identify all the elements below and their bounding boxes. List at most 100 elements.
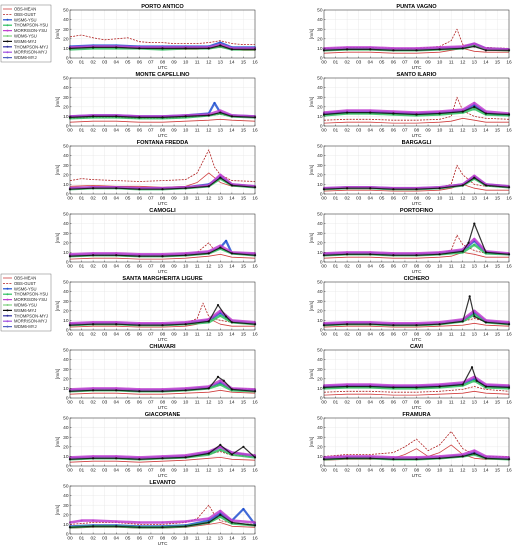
x-tick-label: 08 [160,400,166,406]
x-tick-label: 11 [449,264,454,270]
series-line-obs-gust [69,34,255,45]
data-point-wsm6-myj [115,254,118,257]
x-tick-label: 16 [252,468,258,474]
x-tick-label: 01 [333,332,339,338]
data-point-thompson-ysu [219,515,222,518]
x-tick-label: 13 [472,400,478,406]
data-point-thompson-ysu [219,383,222,386]
data-point-wsm6-myj [473,315,476,318]
x-tick-label: 09 [171,332,177,338]
x-tick-label: 04 [368,468,374,474]
y-tick-label: 20 [63,512,69,518]
x-tick-label: 05 [379,468,385,474]
data-point-wsm6-myj [415,386,418,389]
x-tick-label: 01 [79,536,85,542]
x-axis-label: UTC [412,405,422,411]
y-tick-label: 20 [317,240,323,246]
x-tick-label: 15 [241,536,247,542]
series-line-thompson-ysu [323,107,510,117]
data-point-wsm6-myj [92,46,95,49]
x-tick-label: 09 [171,60,177,66]
data-point-morrison-ysu [415,47,418,50]
data-point-wsm6-myj [115,389,118,392]
x-tick-label: 15 [241,468,247,474]
x-tick-label: 06 [391,60,397,66]
data-point-wsm6-myj [207,320,210,323]
data-point-morrison-ysu [369,321,372,324]
x-tick-label: 09 [171,536,177,542]
x-tick-label: 05 [125,60,131,66]
x-tick-label: 06 [137,196,143,202]
x-tick-label: 09 [171,196,177,202]
y-axis-label: [m/s] [55,97,61,107]
data-point-thompson-ysu [219,314,222,317]
data-point-wsm6-myj [473,452,476,455]
series-line-wsm6-myj [323,177,510,190]
y-tick-label: 10 [63,182,69,188]
x-tick-label: 12 [460,264,466,270]
y-tick-label: 0 [66,464,69,470]
data-point-morrison-ysu [392,384,395,387]
data-point-morrison-ysu [80,519,83,522]
x-tick-label: 09 [425,60,431,66]
x-tick-label: 07 [402,128,408,134]
x-tick-label: 03 [102,536,108,542]
y-tick-label: 0 [66,192,69,198]
x-tick-label: 00 [321,468,327,474]
data-point-wsm6-myj [184,323,187,326]
data-point-morrison-ysu [369,251,372,254]
x-tick-label: 16 [252,60,258,66]
x-tick-label: 04 [114,332,120,338]
data-point-wsm6-myj [184,47,187,50]
data-point-wsm6-myj [219,443,222,446]
y-axis-label: [m/s] [55,29,61,39]
data-point-wsm6-myj [161,324,164,327]
panel-title: PORTOFINO [400,208,434,214]
x-tick-label: 08 [414,332,420,338]
x-tick-label: 12 [206,536,212,542]
panel-title: CHIAVARI [149,344,176,350]
x-tick-label: 16 [506,332,512,338]
y-tick-label: 10 [317,114,323,120]
panel-title: CAMOGLI [149,208,176,214]
y-tick-label: 40 [63,289,69,295]
data-point-morrison-ysu [92,321,95,324]
legend-marker-morrison-myj [6,320,9,323]
panel-punta-vagno: 0 10 20 30 40 50 00 01 02 03 04 05 06 07 08 09 10 11 12 13 1… [309,4,512,71]
data-point-wsm6-myj [461,383,464,386]
x-tick-label: 15 [241,400,247,406]
data-point-morrison-ysu [484,455,487,458]
y-axis-label: [m/s] [309,97,315,107]
legend-entry-thompson-myj: THOMPSON-MYJ [14,44,48,49]
series-line-morrison-ysu [69,173,256,190]
x-tick-label: 12 [206,60,212,66]
y-tick-label: 30 [317,231,323,237]
x-tick-label: 12 [206,264,212,270]
series-line-morrison-ysu [323,101,510,115]
x-tick-label: 10 [183,400,189,406]
x-tick-label: 06 [391,196,397,202]
x-tick-label: 01 [79,400,85,406]
data-point-wsm6-myj [392,188,395,191]
data-point-morrison-ysu [438,110,441,113]
data-point-wsm6-myj [207,387,210,390]
x-tick-label: 04 [114,468,120,474]
data-point-morrison-ysu [207,517,210,520]
x-tick-label: 11 [449,196,454,202]
legend-entry-morrison-ysu: MORRISON-YSU [14,28,47,33]
y-tick-label: 50 [63,484,69,490]
legend-entry-wdm6-myj: WDM6-MYJ [14,55,37,60]
x-tick-label: 05 [379,400,385,406]
x-axis-label: UTC [158,133,168,139]
x-tick-label: 16 [506,128,512,134]
y-axis-label: [m/s] [309,369,315,379]
data-point-morrison-ysu [415,322,418,325]
legend-marker-wsm6-myj [6,40,9,43]
legend-entry-obs-mean: OBS-MEAN [14,276,36,281]
data-point-wsm6-myj [438,457,441,460]
series-line-morrison-ysu [323,309,510,325]
x-tick-label: 06 [391,332,397,338]
data-point-morrison-ysu [184,454,187,457]
data-point-wsm6-myj [438,385,441,388]
data-point-wsm6-myj [184,254,187,257]
